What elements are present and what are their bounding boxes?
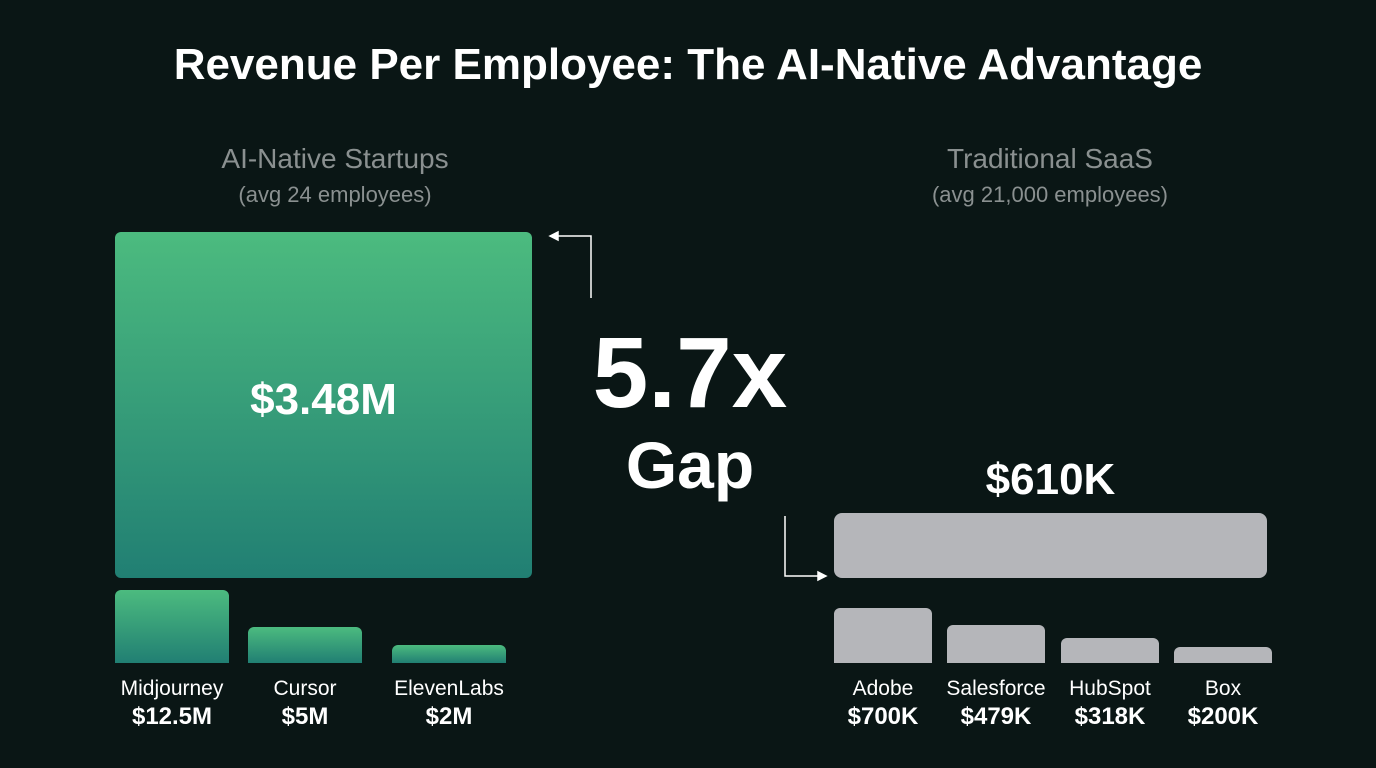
bar-value-label: $318K [1074, 703, 1146, 730]
ai-group-title: AI-Native Startups [221, 143, 449, 174]
bar-value-label: $200K [1187, 703, 1259, 730]
bar-value-label: $2M [425, 703, 473, 730]
arrow-down-right-icon [784, 516, 828, 582]
bar-label: Midjourney [120, 677, 224, 700]
bar-value-label: $700K [847, 703, 919, 730]
bar-value-label: $5M [281, 703, 329, 730]
bar-value-label: $12.5M [131, 703, 213, 730]
bar-box [1174, 647, 1272, 663]
bar-midjourney [115, 590, 229, 663]
saas-group-title: Traditional SaaS [947, 143, 1153, 174]
saas-average-label: $610K [985, 455, 1116, 504]
arrow-up-left-icon [548, 230, 592, 298]
bar-hubspot [1061, 638, 1159, 663]
bar-value-label: $479K [960, 703, 1032, 730]
saas-average-box [834, 513, 1267, 578]
ai-group-subtitle: (avg 24 employees) [238, 182, 432, 207]
bar-label: Box [1204, 677, 1242, 700]
gap-multiple: 5.7x [592, 317, 788, 429]
ai-average-box: $3.48M [115, 232, 532, 578]
bar-cursor [248, 627, 362, 663]
ai-average-label: $3.48M [250, 375, 397, 424]
chart-title: Revenue Per Employee: The AI-Native Adva… [173, 40, 1203, 89]
bar-salesforce [947, 625, 1045, 663]
bar-label: ElevenLabs [394, 677, 504, 700]
bar-label: Cursor [273, 677, 337, 700]
saas-group-subtitle: (avg 21,000 employees) [931, 182, 1169, 207]
bar-label: Salesforce [946, 677, 1046, 700]
bar-elevenlabs [392, 645, 506, 663]
bar-label: Adobe [852, 677, 914, 700]
bar-label: HubSpot [1069, 677, 1151, 700]
bar-adobe [834, 608, 932, 663]
gap-label: Gap [625, 428, 755, 502]
